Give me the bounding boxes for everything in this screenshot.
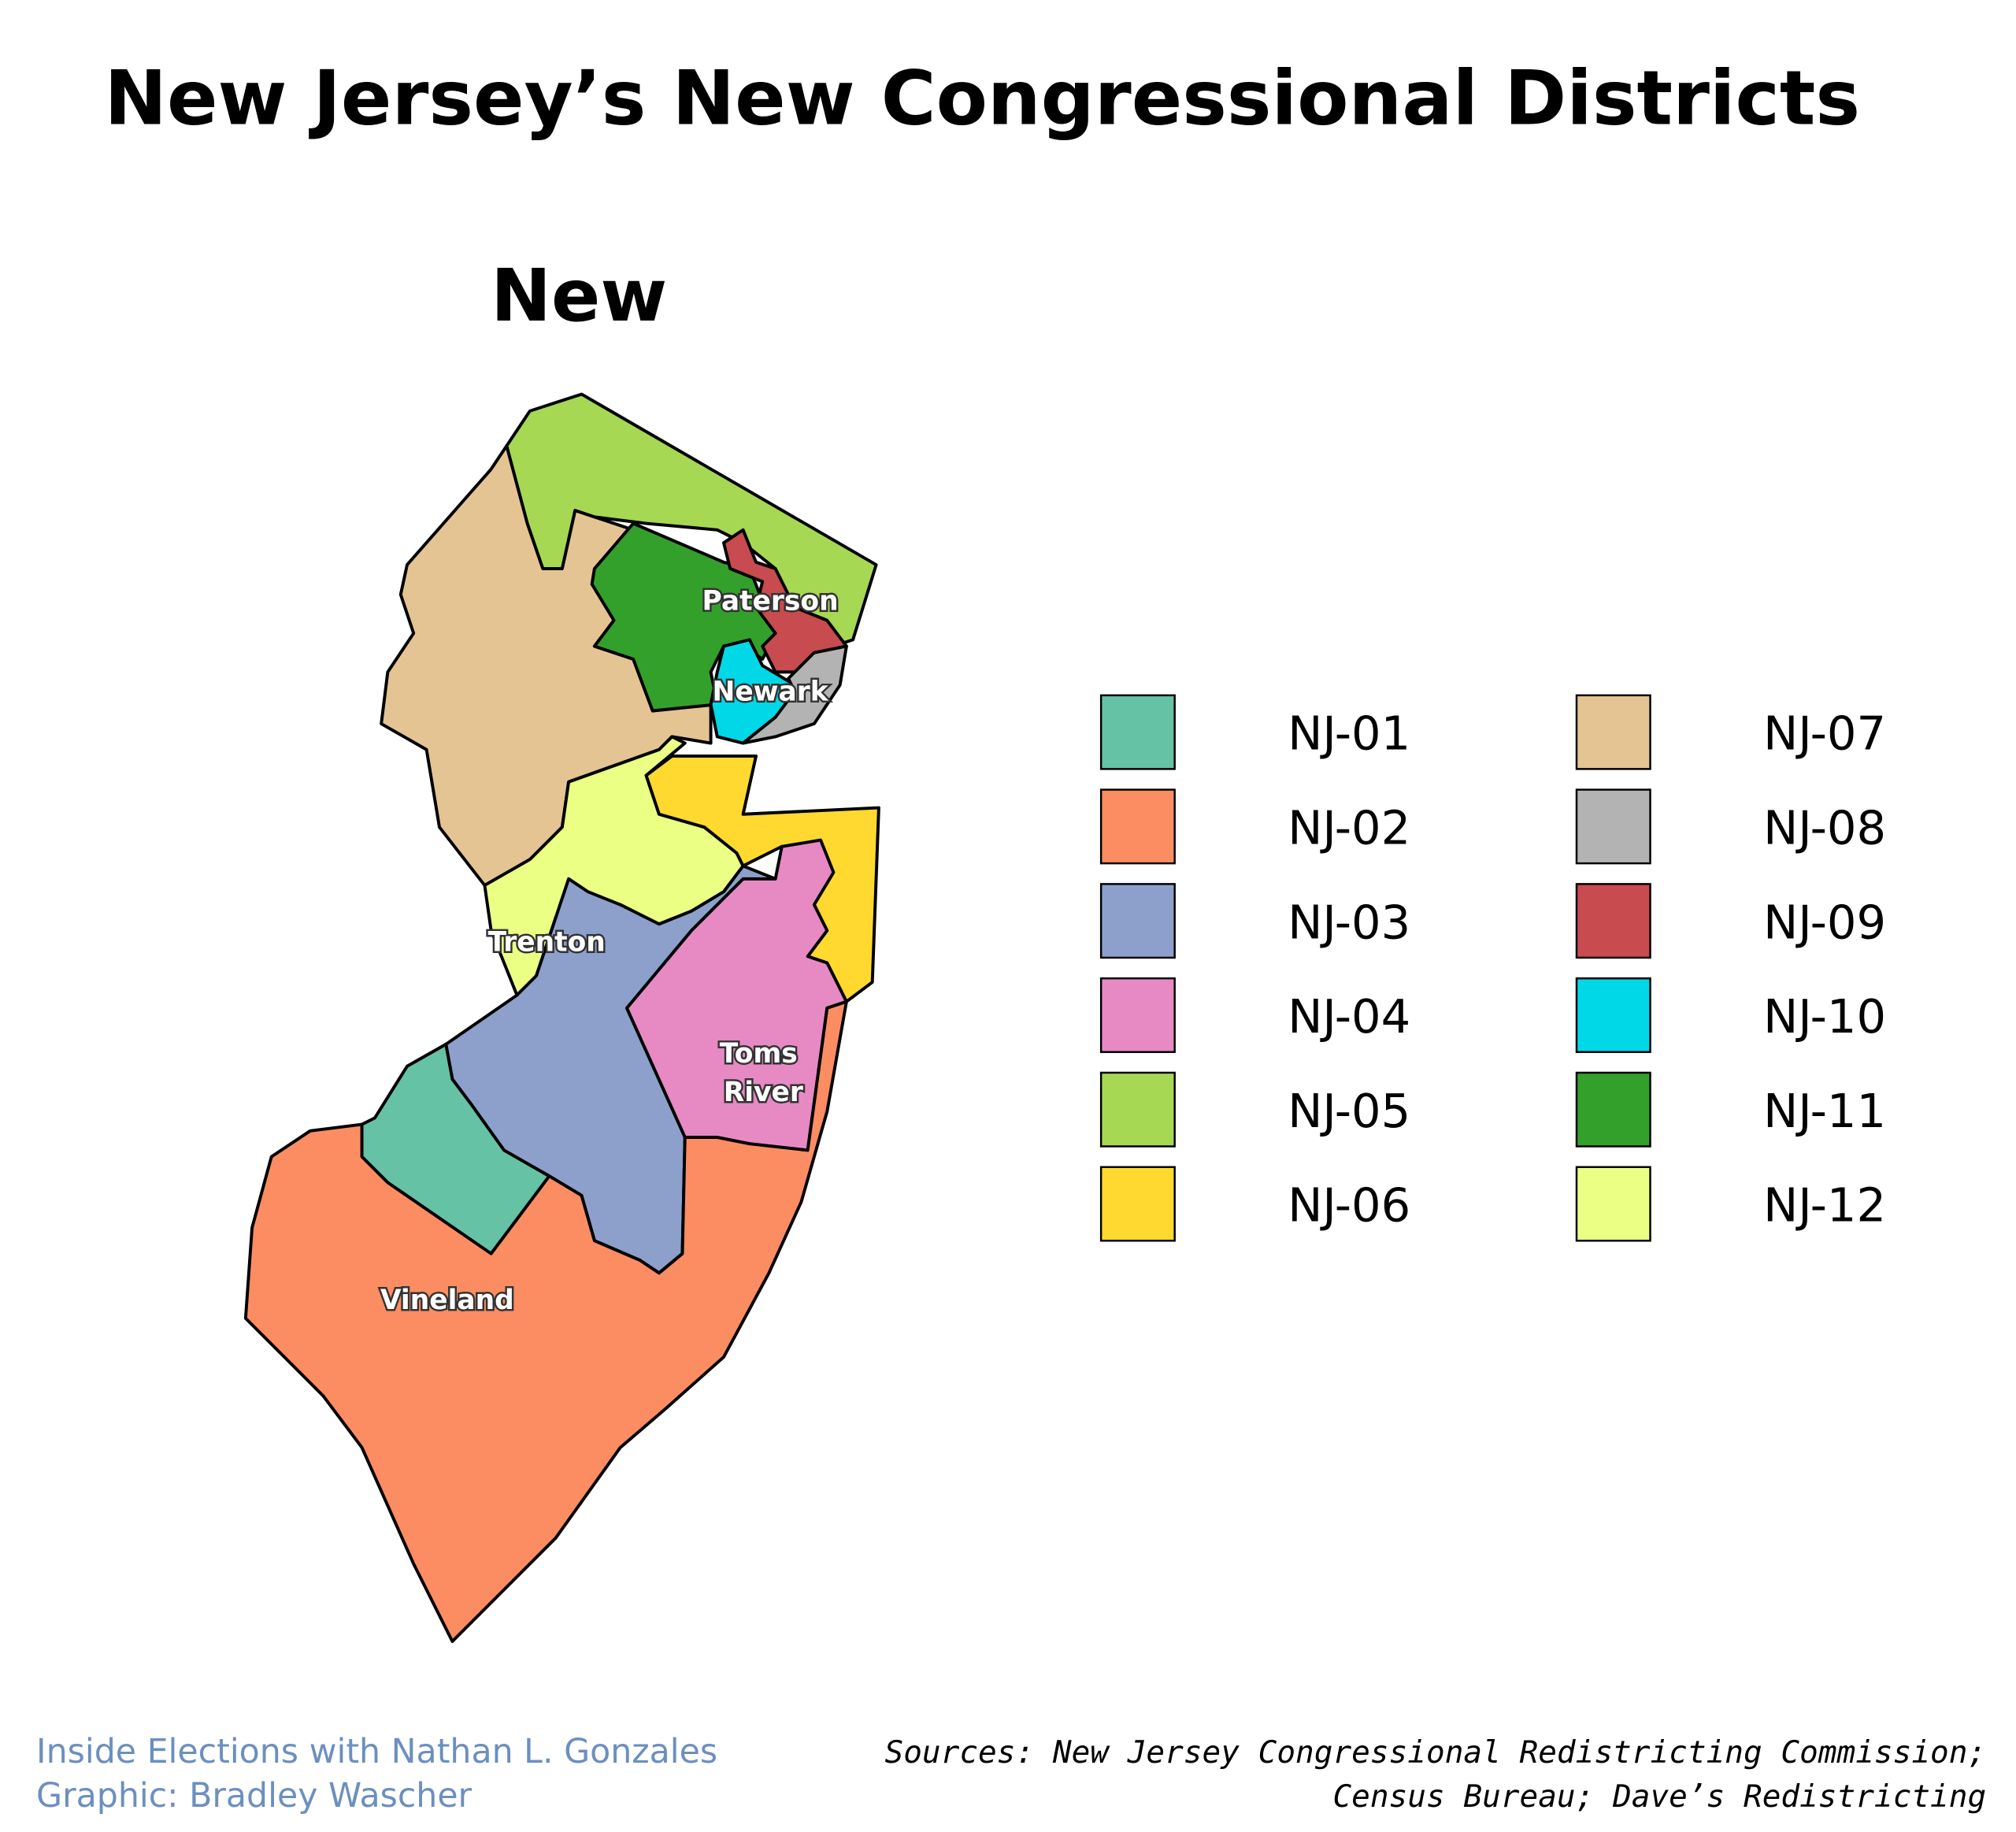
legend: NJ-01 NJ-02 NJ-03 NJ-04 NJ-05 NJ-06 NJ-07 NJ-08…	[1099, 694, 1886, 1242]
legend-label: NJ-10	[1763, 989, 1886, 1044]
city-label: Vineland	[380, 1285, 514, 1316]
legend-swatch	[1099, 1071, 1176, 1148]
legend-swatch	[1575, 1071, 1651, 1148]
legend-swatch	[1099, 788, 1176, 865]
legend-swatch	[1575, 883, 1651, 959]
legend-swatch	[1575, 788, 1651, 865]
legend-label: NJ-02	[1288, 801, 1410, 855]
city-labels: Paterson Newark Trenton Toms River Vineland	[378, 584, 840, 1318]
districts	[243, 392, 880, 1643]
credit: Inside Elections with Nathan L. Gonzales	[36, 1732, 717, 1771]
legend-label: NJ-08	[1763, 801, 1886, 855]
legend-label: NJ-11	[1763, 1084, 1886, 1138]
legend-label: NJ-07	[1763, 706, 1886, 761]
district	[741, 644, 848, 745]
legend-label: NJ-12	[1763, 1178, 1886, 1233]
legend-swatch	[1099, 977, 1176, 1053]
legend-swatch	[1575, 977, 1651, 1053]
title: New Jersey’s New Congressional Districts	[104, 56, 1860, 143]
legend-swatch	[1099, 1166, 1176, 1242]
city-label: Toms River	[714, 1038, 803, 1108]
sources: Sources: New Jersey Congressional Redist…	[885, 1734, 1987, 1771]
city-label: Paterson	[702, 586, 839, 617]
legend-label: NJ-06	[1288, 1178, 1410, 1233]
legend-swatch	[1099, 694, 1176, 770]
sources: Census Bureau; Dave’s Redistricting	[1332, 1778, 1986, 1815]
legend-swatch	[1099, 883, 1176, 959]
legend-swatch	[1575, 694, 1651, 770]
district	[243, 999, 848, 1643]
legend-label: NJ-01	[1288, 706, 1410, 761]
legend-label: NJ-04	[1288, 989, 1410, 1044]
legend-swatch	[1575, 1166, 1651, 1242]
legend-label: NJ-09	[1763, 895, 1886, 949]
subtitle: New	[491, 254, 667, 338]
city-label-line: Toms	[720, 1038, 798, 1070]
legend-label: NJ-05	[1288, 1084, 1410, 1138]
city-label: Newark	[713, 676, 829, 707]
city-label-line: River	[714, 1077, 803, 1108]
credit: Graphic: Bradley Wascher	[36, 1776, 472, 1815]
city-label: Trenton	[488, 927, 606, 959]
legend-label: NJ-03	[1288, 895, 1410, 949]
